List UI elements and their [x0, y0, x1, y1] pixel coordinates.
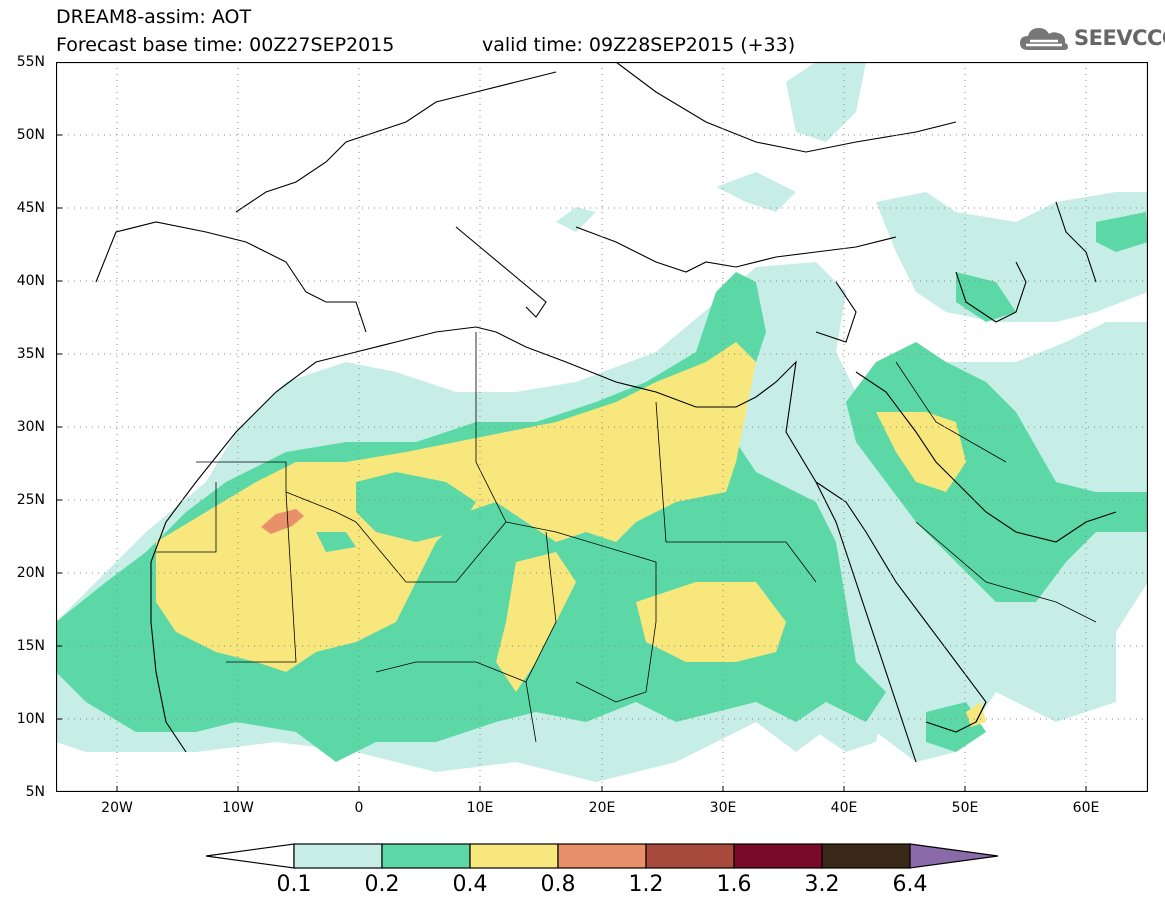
colorbar-low-arrow	[206, 843, 295, 869]
country-borders	[156, 332, 1097, 743]
lon-label: 20E	[588, 800, 616, 816]
colorbar-label: 6.4	[892, 872, 928, 897]
lat-label: 55N	[16, 54, 45, 70]
map-title: DREAM8-assim: AOT	[56, 6, 252, 28]
lon-label: 0	[354, 800, 364, 816]
colorbar	[206, 843, 998, 869]
colorbar-segment	[293, 843, 383, 869]
colorbar-label: 1.2	[628, 872, 664, 897]
aot-0.4-contour	[156, 342, 986, 727]
lon-label: 60E	[1072, 800, 1100, 816]
lat-label: 5N	[25, 784, 45, 800]
lat-label: 15N	[16, 638, 45, 654]
lat-lon-grid	[56, 62, 1148, 792]
colorbar-label: 0.4	[452, 872, 488, 897]
colorbar-label: 0.2	[364, 872, 400, 897]
seevccc-logo: SEEVCCC	[1018, 24, 1165, 52]
valid-time: valid time: 09Z28SEP2015 (+33)	[482, 34, 796, 56]
colorbar-segment	[469, 843, 559, 869]
logo-text: SEEVCCC	[1074, 26, 1165, 50]
colorbar-high-arrow	[909, 843, 998, 869]
colorbar-label: 1.6	[716, 872, 752, 897]
lat-label: 20N	[16, 565, 45, 581]
colorbar-segment	[821, 843, 911, 869]
axis-ticks	[56, 134, 1087, 792]
lat-label: 10N	[16, 711, 45, 727]
lat-label: 50N	[16, 127, 45, 143]
lon-label: 30E	[709, 800, 737, 816]
colorbar-label: 3.2	[804, 872, 840, 897]
colorbar-label: 0.8	[540, 872, 576, 897]
colorbar-segment	[645, 843, 735, 869]
forecast-times: Forecast base time: 00Z27SEP2015 valid ti…	[56, 34, 795, 56]
base-time: Forecast base time: 00Z27SEP2015	[56, 34, 395, 56]
lat-label: 30N	[16, 419, 45, 435]
lon-label: 40E	[830, 800, 858, 816]
cloud-logo-icon	[1020, 28, 1068, 50]
aot-map	[56, 62, 1148, 792]
lat-label: 45N	[16, 200, 45, 216]
lon-label: 50E	[951, 800, 979, 816]
colorbar-segment	[557, 843, 647, 869]
lon-label: 20W	[101, 800, 133, 816]
colorbar-segment	[733, 843, 823, 869]
lat-label: 35N	[16, 346, 45, 362]
lon-label: 10E	[466, 800, 494, 816]
coastlines	[95, 62, 1117, 763]
lat-label: 25N	[16, 492, 45, 508]
colorbar-segment	[381, 843, 471, 869]
colorbar-label: 0.1	[276, 872, 312, 897]
lat-label: 40N	[16, 273, 45, 289]
aot-0.8-contour	[261, 509, 304, 534]
lon-label: 10W	[222, 800, 254, 816]
